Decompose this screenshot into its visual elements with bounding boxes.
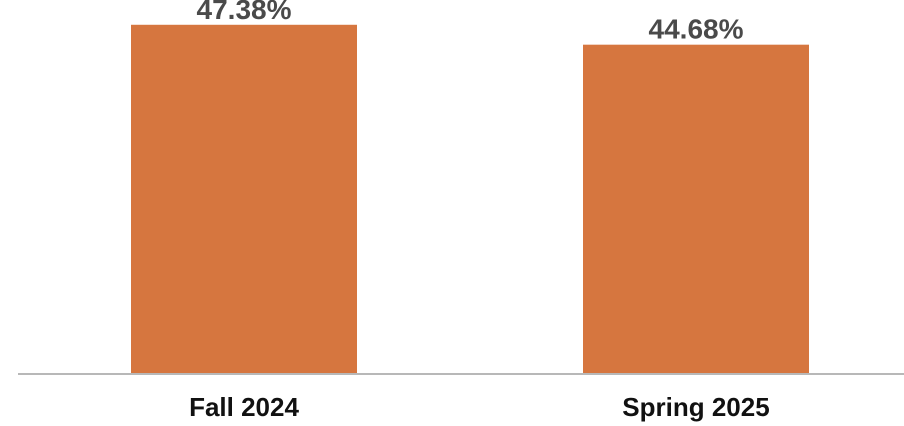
bars-layer: [131, 24, 809, 375]
x-tick-label-1: Spring 2025: [622, 392, 769, 422]
data-label-1: 44.68%: [649, 14, 744, 45]
labels-layer: 47.38% Fall 2024 44.68% Spring 2025: [189, 0, 770, 422]
x-tick-label-0: Fall 2024: [189, 392, 299, 422]
data-label-0: 47.38%: [197, 0, 292, 25]
bar-1: [583, 44, 809, 374]
bar-0: [131, 24, 357, 375]
